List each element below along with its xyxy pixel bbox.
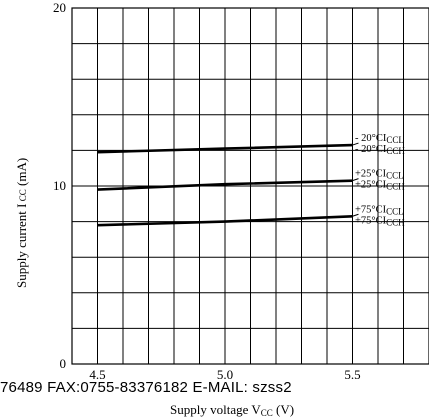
- y-axis-title-main: Supply current I: [14, 204, 29, 288]
- series-line: [97, 215, 353, 227]
- series-annotation-prefix: +25°CI: [355, 180, 387, 191]
- series-annotation-sub: CCH: [386, 217, 405, 227]
- y-axis-title: Supply current I CC (mA): [14, 158, 29, 288]
- x-axis-title-sub: CC: [261, 408, 273, 417]
- series-annotation: +75°CICCH: [355, 215, 405, 227]
- series-leader-line: [352, 178, 359, 182]
- y-tick-label: 0: [60, 356, 67, 371]
- series-annotation-prefix: +75°CI: [355, 204, 387, 215]
- curves: [97, 142, 359, 227]
- series-annotation-sub: CCH: [386, 146, 405, 156]
- series-annotation-sub: CCH: [386, 182, 405, 192]
- series-annotation: - 20°CICCH: [355, 144, 405, 156]
- series-annotation-prefix: - 20°CI: [355, 133, 387, 144]
- y-axis-title-unit: (mA): [14, 158, 29, 189]
- series-leader-line: [352, 213, 359, 217]
- series-annotation: +25°CICCH: [355, 180, 405, 192]
- series-annotation: +75°CICCL: [355, 204, 404, 216]
- series-annotations: - 20°CICCL- 20°CICCH+25°CICCL+25°CICCH+7…: [355, 133, 405, 227]
- series-line: [97, 179, 353, 191]
- series-annotation-prefix: - 20°CI: [355, 144, 387, 155]
- x-tick-label: 5.5: [344, 367, 360, 382]
- x-tick-label: 5.0: [217, 367, 233, 382]
- series-annotation-prefix: +25°CI: [355, 169, 387, 180]
- x-axis-title: Supply voltage VCC (V): [170, 402, 294, 417]
- x-axis-title-main: Supply voltage V: [170, 402, 261, 417]
- fax-email-overlay: 76489 FAX:0755-83376182 E-MAIL: szss2: [0, 379, 292, 396]
- y-axis-title-sub: CC: [18, 189, 28, 203]
- series-annotation-sub: CCL: [386, 135, 404, 145]
- series-annotation-sub: CCL: [386, 206, 404, 216]
- y-tick-label: 20: [53, 0, 66, 15]
- series-annotation: - 20°CICCL: [355, 133, 404, 145]
- series-annotation-prefix: +75°CI: [355, 215, 387, 226]
- y-tick-label: 10: [53, 178, 66, 193]
- series-annotation: +25°CICCL: [355, 169, 404, 181]
- x-tick-label: 4.5: [89, 367, 105, 382]
- series-leader-line: [352, 142, 359, 146]
- x-axis-title-unit: (V): [273, 402, 294, 417]
- series-line: [97, 143, 353, 154]
- grid: [72, 8, 429, 364]
- series-annotation-sub: CCL: [386, 171, 404, 181]
- plot-frame: [71, 7, 429, 365]
- tick-labels: 4.5 5.0 5.5 0 10 20: [53, 0, 361, 382]
